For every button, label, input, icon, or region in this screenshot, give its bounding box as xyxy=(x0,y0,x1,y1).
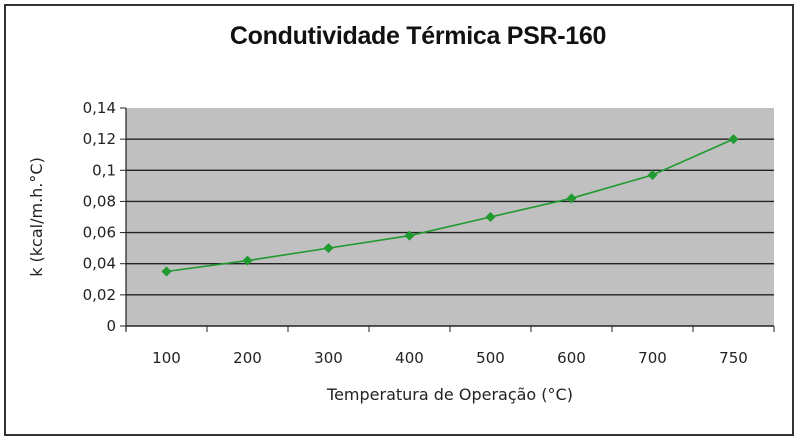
diamond-marker-icon xyxy=(161,266,172,277)
diamond-marker-icon xyxy=(728,134,739,145)
diamond-marker-icon xyxy=(566,193,577,204)
y-tick-label: 0,04 xyxy=(83,255,116,273)
diamond-marker-icon xyxy=(647,169,658,180)
x-tick-label: 600 xyxy=(557,349,586,367)
diamond-marker-icon xyxy=(242,255,253,266)
x-axis-ticks: 100 200 300 400 500 600 700 750 xyxy=(125,326,775,367)
x-tick-label: 500 xyxy=(476,349,505,367)
series-line xyxy=(166,138,734,273)
diamond-marker-icon xyxy=(323,243,334,254)
chart-title: Condutividade Térmica PSR-160 xyxy=(229,22,607,50)
x-tick-label: 300 xyxy=(314,349,343,367)
y-tick-label: 0,06 xyxy=(83,224,116,242)
gridlines xyxy=(126,138,774,296)
y-axis-ticks: 0 0,02 0,04 0,06 0,08 0,1 0,12 0,14 xyxy=(83,99,126,335)
x-tick-label: 400 xyxy=(395,349,424,367)
x-tick-label: 100 xyxy=(152,349,181,367)
y-axis-title: k (kcal/m.h.°C) xyxy=(27,157,46,277)
diamond-marker-icon xyxy=(404,230,415,241)
x-tick-label: 750 xyxy=(719,349,748,367)
x-axis-title: Temperatura de Operação (°C) xyxy=(326,385,573,404)
y-tick-label: 0,1 xyxy=(92,161,116,179)
y-tick-label: 0,08 xyxy=(83,192,116,210)
y-tick-label: 0 xyxy=(106,317,116,335)
y-tick-label: 0,12 xyxy=(83,130,116,148)
plot-area xyxy=(126,108,774,326)
x-tick-label: 700 xyxy=(638,349,667,367)
diamond-marker-icon xyxy=(485,212,496,222)
y-tick-label: 0,02 xyxy=(83,286,116,304)
x-tick-label: 200 xyxy=(233,349,262,367)
data-markers xyxy=(161,134,739,277)
y-tick-label: 0,14 xyxy=(83,99,116,117)
